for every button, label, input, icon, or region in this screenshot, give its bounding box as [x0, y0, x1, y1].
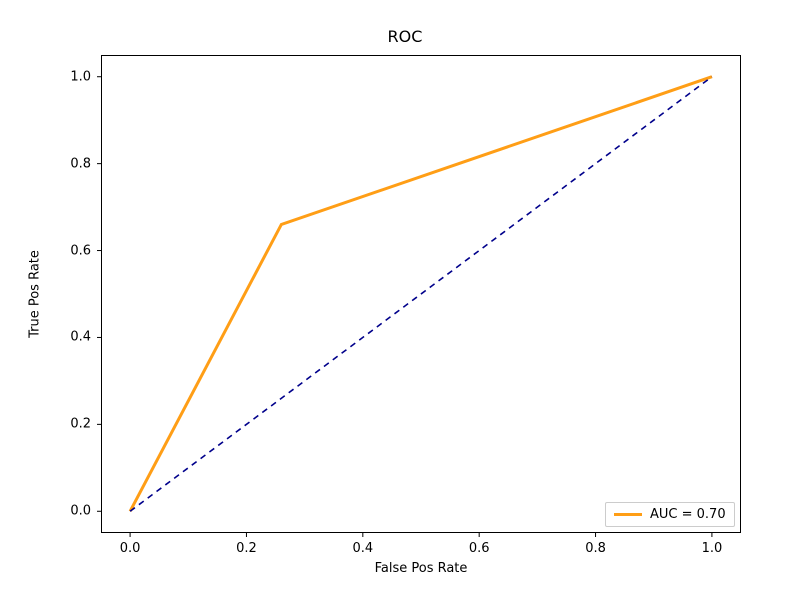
x-tick-label: 0.6 [469, 541, 490, 556]
chart-title: ROC [0, 27, 810, 46]
x-axis-label: False Pos Rate [375, 561, 468, 576]
x-tick-label: 0.4 [352, 541, 373, 556]
y-tick-label: 0.0 [70, 504, 91, 519]
x-tick-label: 0.0 [120, 541, 141, 556]
x-tick-label: 0.8 [585, 541, 606, 556]
y-tick-label: 1.0 [70, 69, 91, 84]
plot-svg [101, 55, 741, 533]
x-tick-label: 0.2 [236, 541, 257, 556]
x-tick-label: 1.0 [702, 541, 723, 556]
y-tick-label: 0.2 [70, 417, 91, 432]
legend-label: AUC = 0.70 [650, 507, 726, 522]
legend-swatch [614, 513, 642, 516]
y-tick-label: 0.8 [70, 156, 91, 171]
figure: ROC True Pos Rate False Pos Rate 0.0 0.2 0… [0, 0, 810, 607]
y-axis-label: True Pos Rate [28, 250, 43, 338]
y-tick-label: 0.6 [70, 243, 91, 258]
y-tick-label: 0.4 [70, 330, 91, 345]
plot-area [101, 55, 741, 533]
series-diagonal [130, 77, 712, 512]
legend: AUC = 0.70 [605, 502, 735, 527]
